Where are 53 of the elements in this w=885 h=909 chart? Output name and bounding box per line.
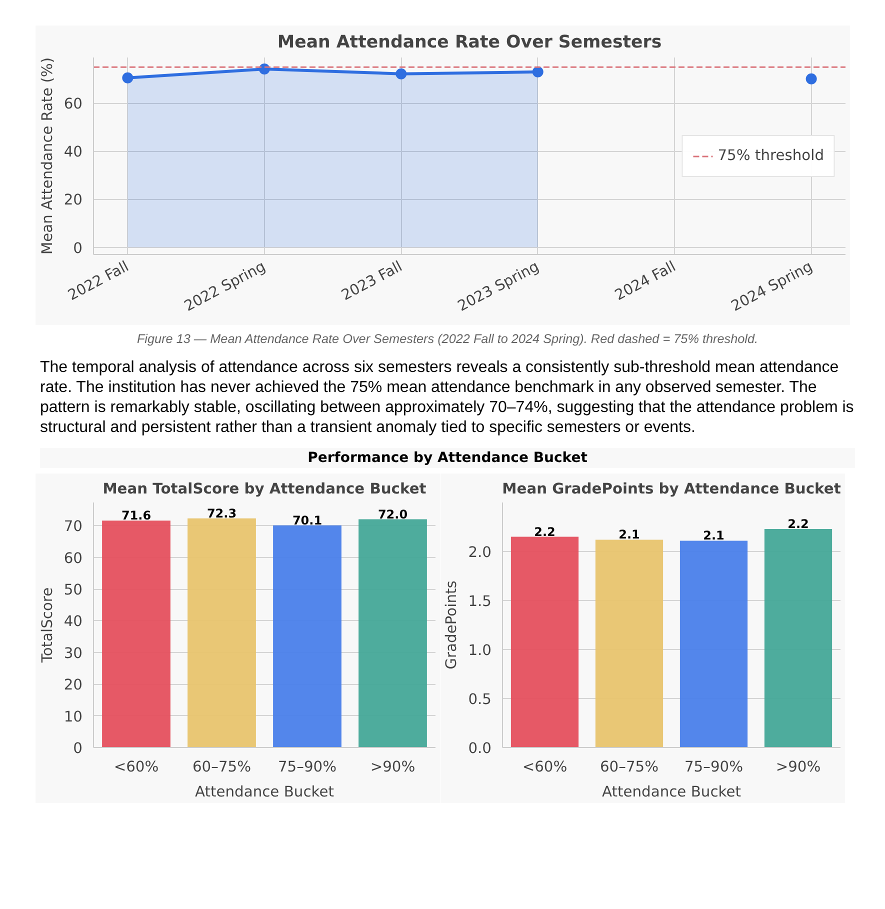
bar: [680, 540, 748, 748]
data-label: 2.1: [618, 528, 640, 542]
x-tick-label: 75–90%: [278, 758, 337, 776]
data-label: 2.2: [788, 517, 809, 532]
chart-title: Mean Attendance Rate Over Semesters: [277, 32, 662, 52]
bar: [273, 525, 342, 748]
y-tick-label: 50: [64, 582, 83, 599]
y-tick-label: 1.5: [468, 593, 492, 610]
bar: [358, 519, 427, 748]
y-tick-label: 10: [64, 708, 83, 726]
y-tick-label: 60: [64, 96, 83, 113]
bar: [188, 518, 256, 748]
y-tick-label: 0: [73, 740, 83, 758]
data-label: 71.6: [121, 508, 152, 523]
data-label: 72.3: [206, 506, 237, 520]
y-tick-label: 0.5: [468, 691, 492, 708]
data-label: 70.1: [292, 513, 322, 528]
data-label: 2.2: [534, 524, 556, 539]
x-axis-title: Attendance Bucket: [194, 784, 334, 801]
text: Performance by Attendance Bucket: [308, 449, 588, 468]
data-label: 72.0: [378, 507, 408, 522]
chart-title: Mean GradePoints by Attendance Bucket: [502, 480, 841, 498]
x-tick-label: 60–75%: [192, 758, 252, 776]
y-tick-label: 30: [64, 645, 83, 662]
x-tick-label: >90%: [776, 758, 821, 776]
x-tick-label: <60%: [114, 758, 159, 776]
bar: [764, 529, 832, 748]
y-tick-label: 1.0: [468, 642, 492, 660]
x-tick-label: 75–90%: [684, 758, 744, 776]
legend-label: 75% threshold: [718, 147, 824, 164]
y-tick-label: 0.0: [468, 740, 492, 758]
y-tick-label: 40: [64, 613, 83, 630]
x-tick-label: >90%: [370, 758, 416, 776]
y-axis-title: Mean Attendance Rate (%): [38, 57, 56, 255]
y-tick-label: 70: [64, 518, 83, 536]
y-tick-label: 0: [73, 240, 83, 257]
x-axis-title: Attendance Bucket: [602, 784, 742, 801]
y-axis-title: GradePoints: [443, 580, 460, 670]
chart-title: Mean TotalScore by Attendance Bucket: [102, 480, 426, 498]
y-tick-label: 20: [64, 192, 83, 209]
text: The temporal analysis of attendance across six semesters reveals a consistently sub-threshold mean attendance rate. The institution has never achieved the 75% mean attendance benchmark in any observed semester. The pattern is remarkably stable, oscillating between approximately 70–74%, suggesting that the attendance problem is structural and persistent rather than a transient anomaly tied to specific semesters or events.: [40, 358, 855, 438]
x-tick-label: <60%: [522, 758, 568, 776]
bar: [595, 540, 664, 748]
y-tick-label: 2.0: [468, 544, 492, 562]
data-label: 2.1: [703, 528, 724, 543]
x-tick-label: 60–75%: [600, 758, 659, 776]
y-tick-label: 20: [64, 676, 83, 694]
caption: Figure 13 — Mean Attendance Rate Over Semesters (2022 Fall to 2024 Spring). Red dashed = 75% threshold.: [136, 331, 758, 348]
y-axis-title: TotalScore: [38, 587, 56, 664]
bar: [102, 520, 170, 748]
bar: [510, 536, 579, 748]
y-tick-label: 40: [64, 144, 83, 161]
y-tick-label: 60: [64, 550, 83, 567]
